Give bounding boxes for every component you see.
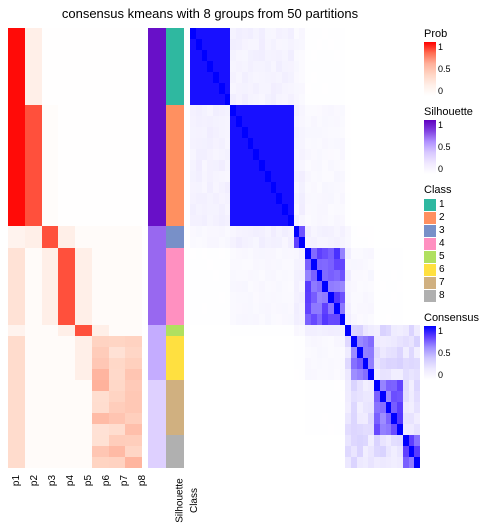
legend-class-item: 6	[424, 263, 500, 276]
legend-class: Class 1 2 3 4 5 6 7 8	[424, 184, 500, 302]
xlabel-p: p1	[8, 470, 26, 488]
p-col-6	[92, 28, 109, 468]
prob-gradient	[424, 42, 436, 96]
xlabel-p: p3	[44, 470, 62, 488]
legend-class-label: 3	[439, 225, 445, 236]
consensus-heatmap	[190, 28, 420, 468]
tick: 0	[438, 86, 451, 96]
tick: 0	[438, 164, 451, 174]
x-axis-labels: p1p2p3p4p5p6p7p8SilhouetteClass	[8, 470, 200, 488]
legend-class-item: 5	[424, 250, 500, 263]
p-col-3	[42, 28, 59, 468]
tick: 0.5	[438, 64, 451, 74]
legend-prob: Prob 1 0.5 0	[424, 28, 500, 96]
legend-prob-title: Prob	[424, 28, 500, 40]
plot-title: consensus kmeans with 8 groups from 50 p…	[0, 6, 420, 21]
legend-class-item: 2	[424, 211, 500, 224]
sil-gradient-labels: 1 0.5 0	[438, 120, 451, 174]
silhouette-gradient	[424, 120, 436, 174]
tick: 1	[438, 120, 451, 130]
legend-class-item: 4	[424, 237, 500, 250]
xlabel-p: p7	[116, 470, 134, 488]
legend-silhouette: Silhouette 1 0.5 0	[424, 106, 500, 174]
legend-class-label: 6	[439, 264, 445, 275]
tick: 0	[438, 370, 451, 380]
p-col-5	[75, 28, 92, 468]
tick: 0.5	[438, 348, 451, 358]
legend-sil-title: Silhouette	[424, 106, 500, 118]
p-col-8	[125, 28, 142, 468]
legend-class-label: 8	[439, 290, 445, 301]
tick: 1	[438, 42, 451, 52]
xlabel-silhouette: Silhouette	[158, 470, 176, 488]
xlabel-p: p8	[134, 470, 152, 488]
legend-class-label: 1	[439, 199, 445, 210]
p-col-7	[109, 28, 126, 468]
tick: 0.5	[438, 142, 451, 152]
tick: 1	[438, 326, 451, 336]
legend-class-label: 4	[439, 238, 445, 249]
plot-area	[8, 28, 420, 468]
consensus-gradient	[424, 326, 436, 380]
class-column	[166, 28, 184, 468]
prob-gradient-labels: 1 0.5 0	[438, 42, 451, 96]
xlabel-p: p2	[26, 470, 44, 488]
legends-panel: Prob 1 0.5 0 Silhouette 1 0.5 0 Class 1 2…	[424, 28, 500, 390]
legend-class-item: 8	[424, 289, 500, 302]
xlabel-p: p6	[98, 470, 116, 488]
silhouette-column	[148, 28, 166, 468]
p-col-1	[8, 28, 25, 468]
legend-class-label: 5	[439, 251, 445, 262]
prob-annotation-columns	[8, 28, 142, 468]
legend-class-label: 7	[439, 277, 445, 288]
legend-consensus: Consensus 1 0.5 0	[424, 312, 500, 380]
legend-class-item: 7	[424, 276, 500, 289]
legend-class-label: 2	[439, 212, 445, 223]
p-col-2	[25, 28, 42, 468]
class-legend-items: 1 2 3 4 5 6 7 8	[424, 198, 500, 302]
cons-gradient-labels: 1 0.5 0	[438, 326, 451, 380]
legend-class-item: 3	[424, 224, 500, 237]
heatmap-grid	[190, 28, 420, 468]
legend-cons-title: Consensus	[424, 312, 500, 324]
xlabel-p: p5	[80, 470, 98, 488]
xlabel-p: p4	[62, 470, 80, 488]
legend-class-title: Class	[424, 184, 500, 196]
legend-class-item: 1	[424, 198, 500, 211]
p-col-4	[58, 28, 75, 468]
